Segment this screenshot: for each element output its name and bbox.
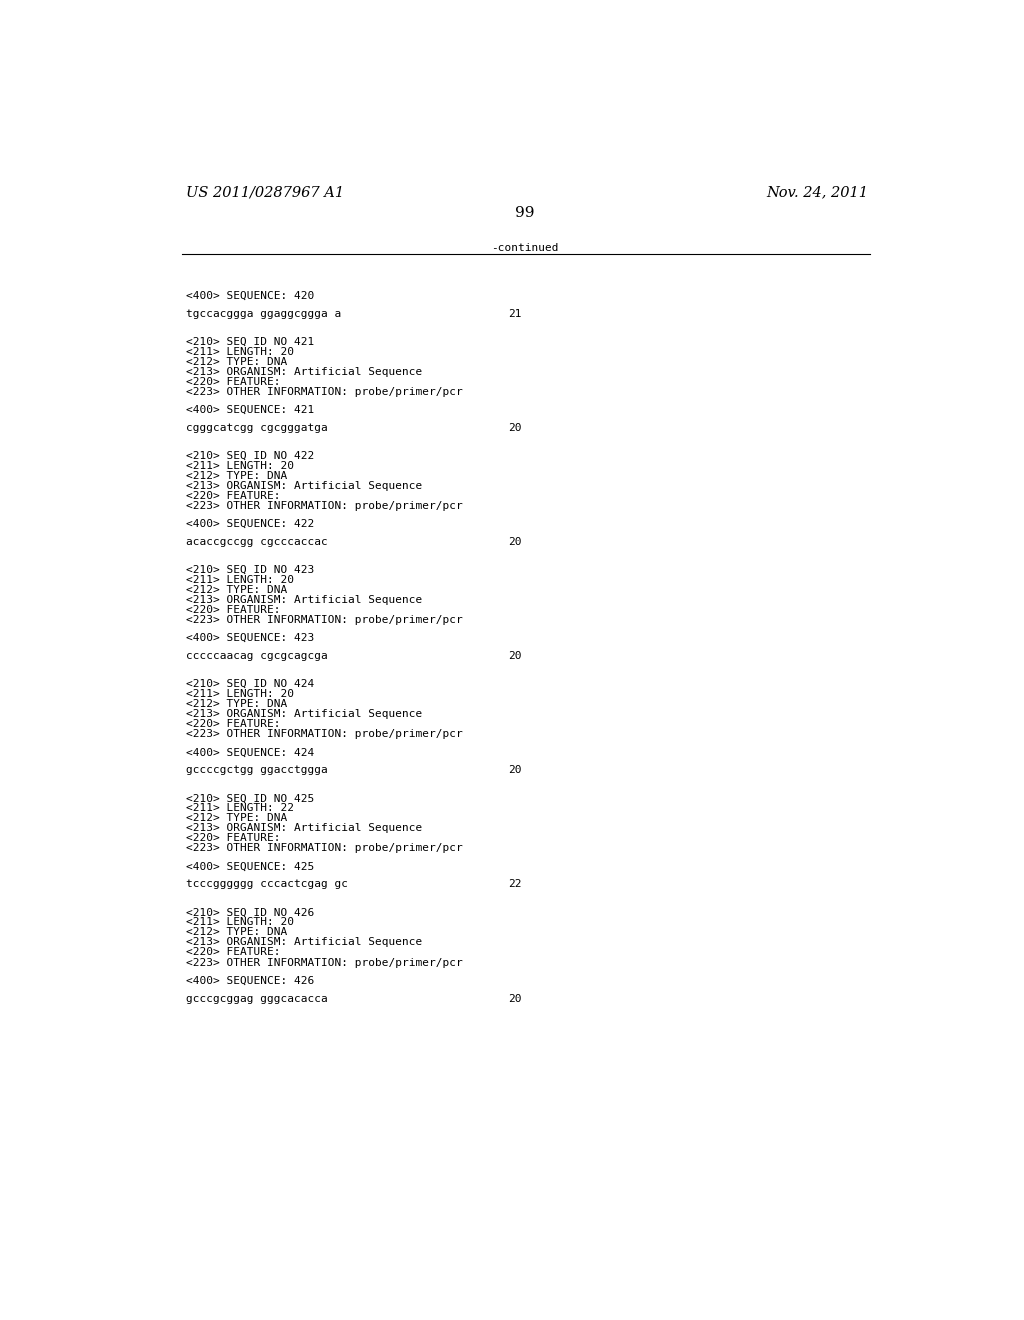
Text: <212> TYPE: DNA: <212> TYPE: DNA: [186, 356, 288, 367]
Text: <212> TYPE: DNA: <212> TYPE: DNA: [186, 700, 288, 709]
Text: <223> OTHER INFORMATION: probe/primer/pcr: <223> OTHER INFORMATION: probe/primer/pc…: [186, 843, 463, 854]
Text: <400> SEQUENCE: 422: <400> SEQUENCE: 422: [186, 519, 314, 529]
Text: <223> OTHER INFORMATION: probe/primer/pcr: <223> OTHER INFORMATION: probe/primer/pc…: [186, 502, 463, 511]
Text: <220> FEATURE:: <220> FEATURE:: [186, 605, 281, 615]
Text: <220> FEATURE:: <220> FEATURE:: [186, 833, 281, 843]
Text: <212> TYPE: DNA: <212> TYPE: DNA: [186, 471, 288, 480]
Text: <211> LENGTH: 20: <211> LENGTH: 20: [186, 461, 294, 471]
Text: <220> FEATURE:: <220> FEATURE:: [186, 719, 281, 729]
Text: 22: 22: [508, 879, 521, 890]
Text: <400> SEQUENCE: 426: <400> SEQUENCE: 426: [186, 975, 314, 986]
Text: <223> OTHER INFORMATION: probe/primer/pcr: <223> OTHER INFORMATION: probe/primer/pc…: [186, 615, 463, 626]
Text: gcccgcggag gggcacacca: gcccgcggag gggcacacca: [186, 994, 328, 1003]
Text: <210> SEQ ID NO 424: <210> SEQ ID NO 424: [186, 680, 314, 689]
Text: <213> ORGANISM: Artificial Sequence: <213> ORGANISM: Artificial Sequence: [186, 595, 422, 605]
Text: tgccacggga ggaggcggga a: tgccacggga ggaggcggga a: [186, 309, 341, 319]
Text: <210> SEQ ID NO 425: <210> SEQ ID NO 425: [186, 793, 314, 804]
Text: Nov. 24, 2011: Nov. 24, 2011: [766, 185, 868, 199]
Text: <400> SEQUENCE: 425: <400> SEQUENCE: 425: [186, 862, 314, 871]
Text: <211> LENGTH: 22: <211> LENGTH: 22: [186, 804, 294, 813]
Text: <400> SEQUENCE: 424: <400> SEQUENCE: 424: [186, 747, 314, 758]
Text: <211> LENGTH: 20: <211> LENGTH: 20: [186, 576, 294, 585]
Text: 20: 20: [508, 651, 521, 661]
Text: <213> ORGANISM: Artificial Sequence: <213> ORGANISM: Artificial Sequence: [186, 709, 422, 719]
Text: <210> SEQ ID NO 423: <210> SEQ ID NO 423: [186, 565, 314, 576]
Text: acaccgccgg cgcccaccac: acaccgccgg cgcccaccac: [186, 537, 328, 546]
Text: <220> FEATURE:: <220> FEATURE:: [186, 491, 281, 502]
Text: US 2011/0287967 A1: US 2011/0287967 A1: [186, 185, 344, 199]
Text: <210> SEQ ID NO 421: <210> SEQ ID NO 421: [186, 337, 314, 347]
Text: 21: 21: [508, 309, 521, 319]
Text: <223> OTHER INFORMATION: probe/primer/pcr: <223> OTHER INFORMATION: probe/primer/pc…: [186, 729, 463, 739]
Text: -continued: -continued: [492, 243, 558, 253]
Text: <223> OTHER INFORMATION: probe/primer/pcr: <223> OTHER INFORMATION: probe/primer/pc…: [186, 957, 463, 968]
Text: <400> SEQUENCE: 423: <400> SEQUENCE: 423: [186, 634, 314, 643]
Text: <212> TYPE: DNA: <212> TYPE: DNA: [186, 585, 288, 595]
Text: 99: 99: [515, 206, 535, 220]
Text: <400> SEQUENCE: 421: <400> SEQUENCE: 421: [186, 405, 314, 414]
Text: <220> FEATURE:: <220> FEATURE:: [186, 378, 281, 387]
Text: <210> SEQ ID NO 422: <210> SEQ ID NO 422: [186, 451, 314, 461]
Text: 20: 20: [508, 766, 521, 775]
Text: <213> ORGANISM: Artificial Sequence: <213> ORGANISM: Artificial Sequence: [186, 480, 422, 491]
Text: tcccgggggg cccactcgag gc: tcccgggggg cccactcgag gc: [186, 879, 348, 890]
Text: gccccgctgg ggacctggga: gccccgctgg ggacctggga: [186, 766, 328, 775]
Text: cccccaacag cgcgcagcga: cccccaacag cgcgcagcga: [186, 651, 328, 661]
Text: <213> ORGANISM: Artificial Sequence: <213> ORGANISM: Artificial Sequence: [186, 367, 422, 378]
Text: 20: 20: [508, 537, 521, 546]
Text: <213> ORGANISM: Artificial Sequence: <213> ORGANISM: Artificial Sequence: [186, 824, 422, 833]
Text: <213> ORGANISM: Artificial Sequence: <213> ORGANISM: Artificial Sequence: [186, 937, 422, 948]
Text: <212> TYPE: DNA: <212> TYPE: DNA: [186, 813, 288, 824]
Text: <210> SEQ ID NO 426: <210> SEQ ID NO 426: [186, 907, 314, 917]
Text: 20: 20: [508, 422, 521, 433]
Text: <212> TYPE: DNA: <212> TYPE: DNA: [186, 928, 288, 937]
Text: <223> OTHER INFORMATION: probe/primer/pcr: <223> OTHER INFORMATION: probe/primer/pc…: [186, 387, 463, 397]
Text: <400> SEQUENCE: 420: <400> SEQUENCE: 420: [186, 290, 314, 301]
Text: <211> LENGTH: 20: <211> LENGTH: 20: [186, 689, 294, 700]
Text: <211> LENGTH: 20: <211> LENGTH: 20: [186, 347, 294, 356]
Text: <220> FEATURE:: <220> FEATURE:: [186, 948, 281, 957]
Text: 20: 20: [508, 994, 521, 1003]
Text: cgggcatcgg cgcgggatga: cgggcatcgg cgcgggatga: [186, 422, 328, 433]
Text: <211> LENGTH: 20: <211> LENGTH: 20: [186, 917, 294, 928]
